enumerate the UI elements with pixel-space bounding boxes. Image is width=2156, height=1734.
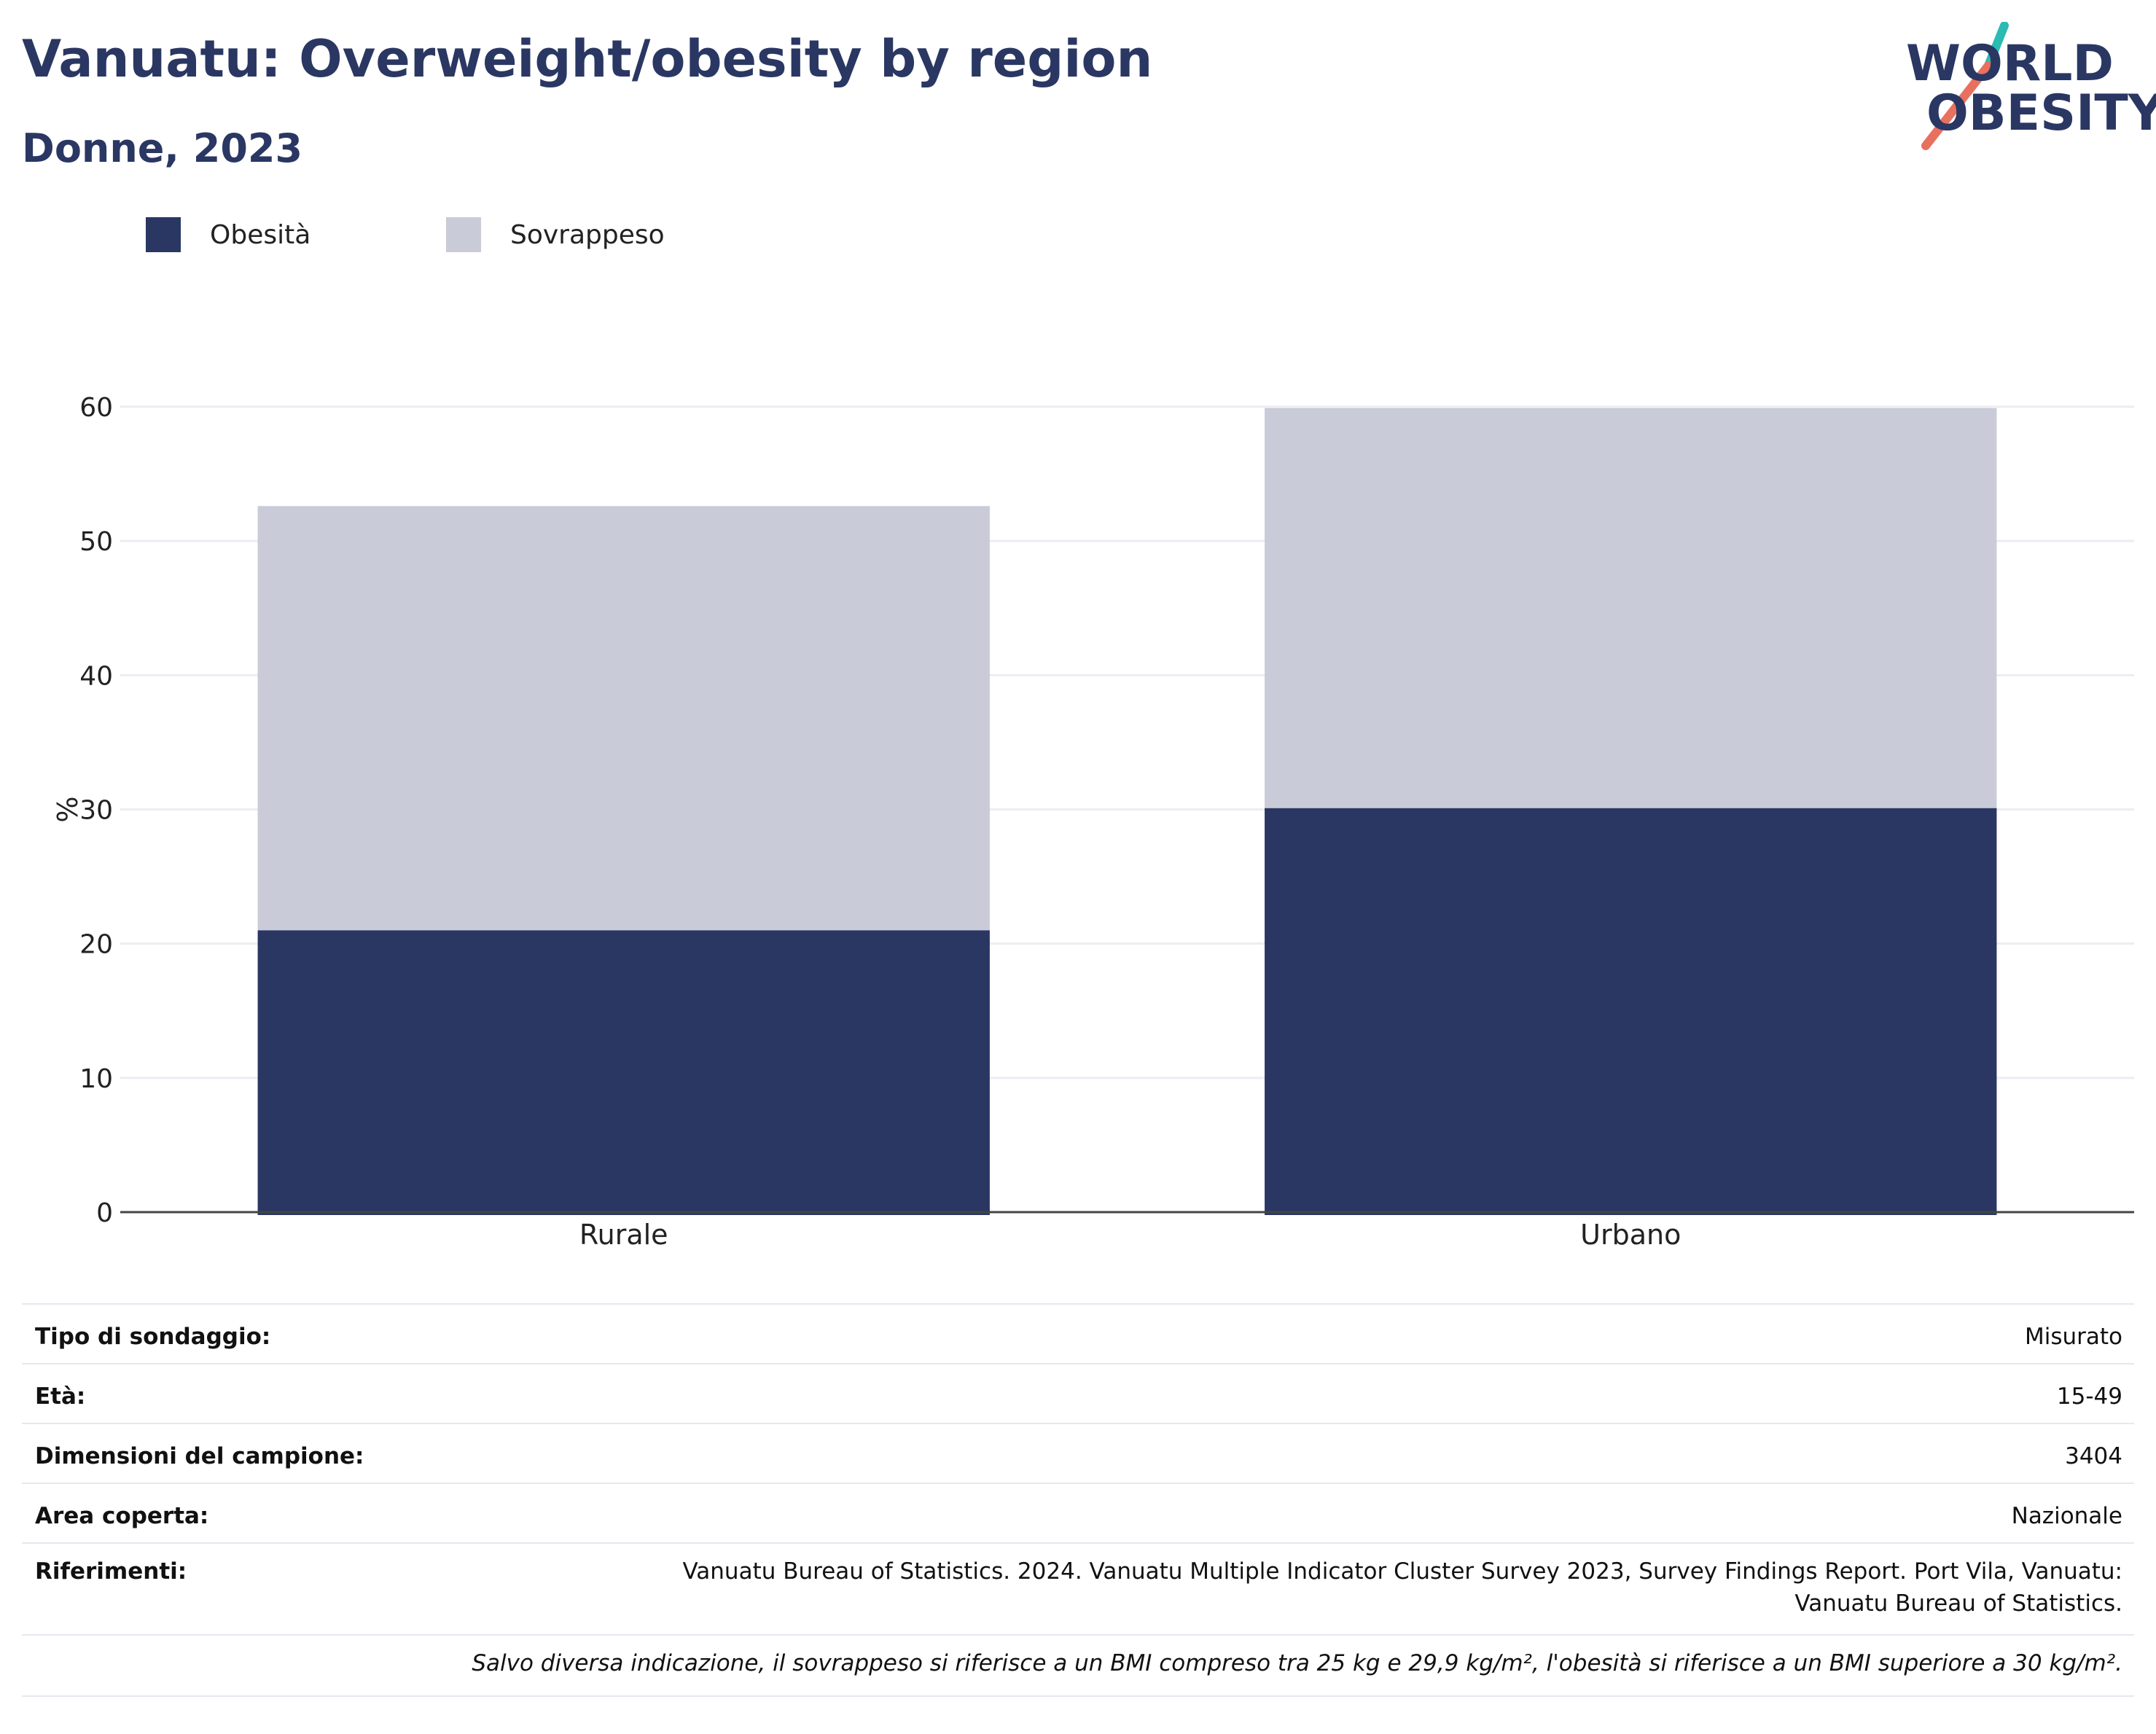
definition-note-text: Salvo diversa indicazione, il sovrappeso… bbox=[472, 1650, 2122, 1676]
chart-subtitle: Donne, 2023 bbox=[22, 125, 303, 171]
logo-text-obesity: OBESITY bbox=[1926, 85, 2156, 142]
logo-slash-icon bbox=[1921, 22, 2009, 150]
info-row-survey-type: Tipo di sondaggio: Misurato bbox=[22, 1303, 2134, 1363]
info-value: Nazionale bbox=[2011, 1503, 2122, 1529]
info-value: 3404 bbox=[2065, 1443, 2122, 1469]
legend-label-obesita: Obesità bbox=[210, 220, 311, 250]
chart-title: Vanuatu: Overweight/obesity by region bbox=[22, 29, 1153, 89]
info-value: Misurato bbox=[2024, 1324, 2122, 1350]
logo-text-world: WORLD bbox=[1906, 35, 2114, 93]
y-tick-label: 10 bbox=[79, 1064, 113, 1094]
bar-segment bbox=[257, 506, 990, 931]
info-row-age: Età: 15-49 bbox=[22, 1363, 2134, 1423]
bar-segment bbox=[257, 930, 990, 1215]
info-row-area: Area coperta: Nazionale bbox=[22, 1483, 2134, 1542]
info-table: Tipo di sondaggio: Misurato Età: 15-49 D… bbox=[22, 1303, 2134, 1697]
info-value: 15-49 bbox=[2056, 1383, 2122, 1410]
y-tick-label: 60 bbox=[79, 393, 113, 423]
bar-segment bbox=[1265, 407, 1997, 808]
legend-label-sovrappeso: Sovrappeso bbox=[510, 220, 665, 250]
info-key: Area coperta: bbox=[35, 1503, 209, 1529]
y-tick-label: 20 bbox=[79, 930, 113, 960]
legend-swatch-obesita bbox=[146, 217, 181, 252]
info-key: Dimensioni del campione: bbox=[35, 1443, 364, 1469]
y-tick-label: 50 bbox=[79, 527, 113, 557]
x-tick-label: Rurale bbox=[579, 1219, 668, 1251]
world-obesity-logo: WORLD OBESITY bbox=[1902, 22, 2156, 153]
info-row-references: Riferimenti: Vanuatu Bureau of Statistic… bbox=[22, 1542, 2134, 1634]
y-tick-label: 30 bbox=[79, 796, 113, 826]
y-axis-label: % bbox=[50, 796, 82, 822]
info-value-line-2: Vanuatu Bureau of Statistics. bbox=[1794, 1590, 2122, 1617]
stacked-bar-chart: 0 10 20 30 40 50 60% Rurale Urbano bbox=[50, 393, 2134, 1251]
info-row-sample-size: Dimensioni del campione: 3404 bbox=[22, 1423, 2134, 1483]
definition-note: Salvo diversa indicazione, il sovrappeso… bbox=[22, 1634, 2134, 1697]
info-key: Tipo di sondaggio: bbox=[35, 1324, 271, 1350]
info-key: Riferimenti: bbox=[35, 1558, 187, 1585]
legend-swatch-sovrappeso bbox=[446, 217, 481, 252]
y-tick-label: 0 bbox=[96, 1198, 113, 1228]
info-key: Età: bbox=[35, 1383, 86, 1410]
bar-segment bbox=[1265, 808, 1997, 1215]
y-tick-label: 40 bbox=[79, 661, 113, 691]
info-value-line-1: Vanuatu Bureau of Statistics. 2024. Vanu… bbox=[682, 1558, 2122, 1585]
x-tick-label: Urbano bbox=[1580, 1219, 1681, 1251]
